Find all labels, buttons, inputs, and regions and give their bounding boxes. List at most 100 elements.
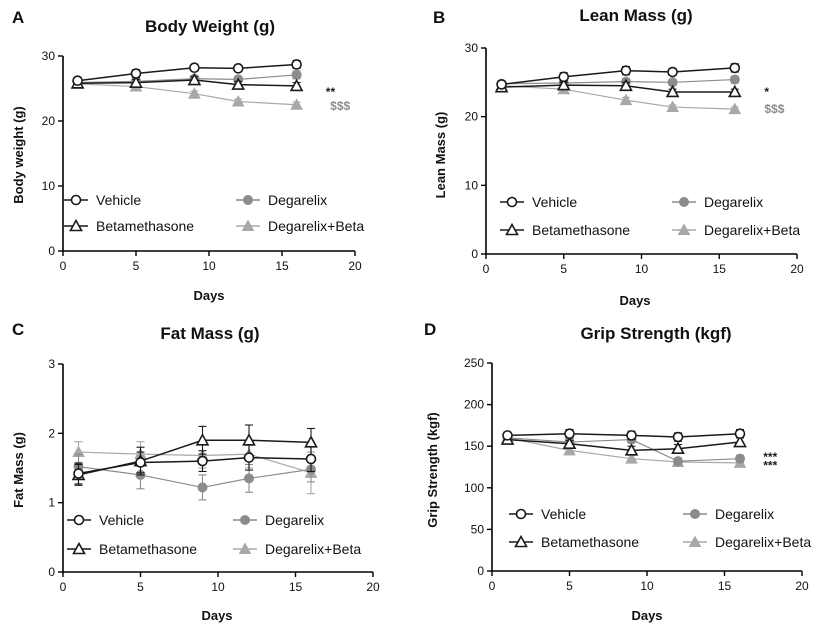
panel-b: B Lean Mass (g) 0 5 10 15 20 0 10 20 30 Days Lean Ma… [433, 6, 804, 308]
data-point [735, 453, 745, 464]
legend-marker [73, 514, 85, 526]
data-point [73, 468, 84, 479]
legend-marker [241, 219, 255, 231]
y-tick-label: 50 [471, 522, 485, 536]
data-point [624, 443, 639, 456]
data-point [558, 71, 570, 83]
panel-a: A Body Weight (g) 0 5 10 15 20 0 10 20 30 Days Body … [11, 8, 364, 303]
x-tick-label: 5 [560, 262, 567, 276]
data-point [290, 98, 303, 110]
data-point [619, 78, 633, 92]
x-tick-label: 10 [202, 259, 216, 273]
data-point [733, 434, 747, 448]
significance-annotation: *** [763, 450, 777, 464]
series-line [78, 451, 312, 474]
x-tick-label: 0 [60, 259, 67, 273]
y-tick-label: 150 [464, 439, 484, 453]
y-tick-label: 1 [48, 496, 55, 510]
data-point [188, 87, 201, 99]
legend-marker [238, 542, 252, 554]
x-tick-label: 0 [483, 262, 490, 276]
series-vehicle [496, 62, 741, 90]
series-line [78, 466, 312, 489]
x-tick-label: 10 [635, 262, 649, 276]
x-tick-label: 20 [348, 259, 362, 273]
legend-marker [243, 195, 253, 205]
y-tick-label: 30 [42, 49, 56, 63]
legend-entry: Degarelix+Beta [704, 222, 800, 238]
data-point [189, 62, 200, 73]
y-axis-label: Grip Strength (kgf) [425, 412, 440, 528]
data-point [232, 63, 244, 74]
panel-letter: C [12, 320, 24, 339]
chart-title: Fat Mass (g) [160, 324, 259, 343]
legend: Vehicle Degarelix Betamethasone Degarelix+B… [509, 506, 811, 550]
series-line [77, 83, 297, 106]
x-tick-label: 15 [289, 580, 303, 594]
legend-marker [70, 194, 82, 206]
x-tick-label: 20 [366, 580, 380, 594]
data-point [673, 456, 683, 467]
data-point [729, 62, 741, 74]
data-point [135, 457, 146, 468]
legend-entry: Betamethasone [541, 534, 639, 550]
legend: Vehicle Degarelix Betamethasone Degarelix+B… [64, 192, 364, 234]
data-point [231, 77, 246, 90]
chart-title: Lean Mass (g) [579, 6, 692, 25]
x-tick-label: 5 [133, 259, 140, 273]
legend-marker [505, 222, 519, 236]
data-point [197, 455, 208, 467]
y-tick-label: 200 [464, 398, 484, 412]
legend-entry: Degarelix [268, 192, 327, 208]
chart-title: Body Weight (g) [145, 17, 275, 36]
data-point [305, 453, 317, 465]
data-point [729, 74, 740, 85]
data-point [666, 100, 679, 113]
x-tick-label: 20 [795, 579, 809, 593]
y-axis-label: Lean Mass (g) [433, 112, 448, 199]
data-point [289, 78, 304, 92]
x-tick-label: 5 [137, 580, 144, 594]
y-tick-label: 10 [465, 178, 479, 192]
y-tick-label: 0 [477, 564, 484, 578]
data-point [734, 428, 746, 440]
data-point [496, 79, 507, 90]
x-tick-label: 15 [713, 262, 727, 276]
y-axis-label: Body weight (g) [11, 106, 26, 204]
data-point [291, 69, 302, 80]
legend-entry: Vehicle [532, 194, 577, 210]
legend-marker [69, 218, 83, 232]
data-point [291, 59, 302, 70]
panel-letter: D [424, 320, 436, 339]
series-vehicle [502, 428, 746, 443]
data-point [187, 72, 202, 86]
series-line [77, 63, 297, 82]
legend-marker [690, 509, 700, 519]
legend-entry: Vehicle [541, 506, 586, 522]
legend-marker [515, 508, 527, 520]
data-point [667, 66, 678, 78]
y-tick-label: 3 [48, 357, 55, 371]
data-point [626, 430, 637, 441]
y-tick-label: 10 [42, 179, 56, 193]
y-tick-label: 0 [48, 244, 55, 258]
significance-annotation: $$$ [330, 99, 350, 113]
panel-d: D Grip Strength (kgf)0 5 10 15 20050100150200… [424, 320, 811, 623]
data-point [563, 443, 576, 456]
y-tick-label: 2 [48, 426, 55, 440]
significance-annotation: * [764, 85, 769, 99]
y-tick-label: 20 [465, 110, 479, 124]
data-point [244, 473, 254, 484]
data-point [556, 77, 571, 91]
legend-marker [679, 197, 689, 207]
data-point [197, 482, 208, 493]
x-tick-label: 0 [60, 580, 67, 594]
legend-entry: Degarelix+Beta [265, 541, 361, 557]
legend-entry: Betamethasone [99, 541, 197, 557]
data-point [502, 430, 513, 441]
series-vehicle [73, 444, 317, 485]
legend-entry: Betamethasone [96, 218, 194, 234]
data-point [625, 452, 638, 464]
legend-marker [514, 534, 528, 548]
legend-marker [688, 535, 702, 547]
